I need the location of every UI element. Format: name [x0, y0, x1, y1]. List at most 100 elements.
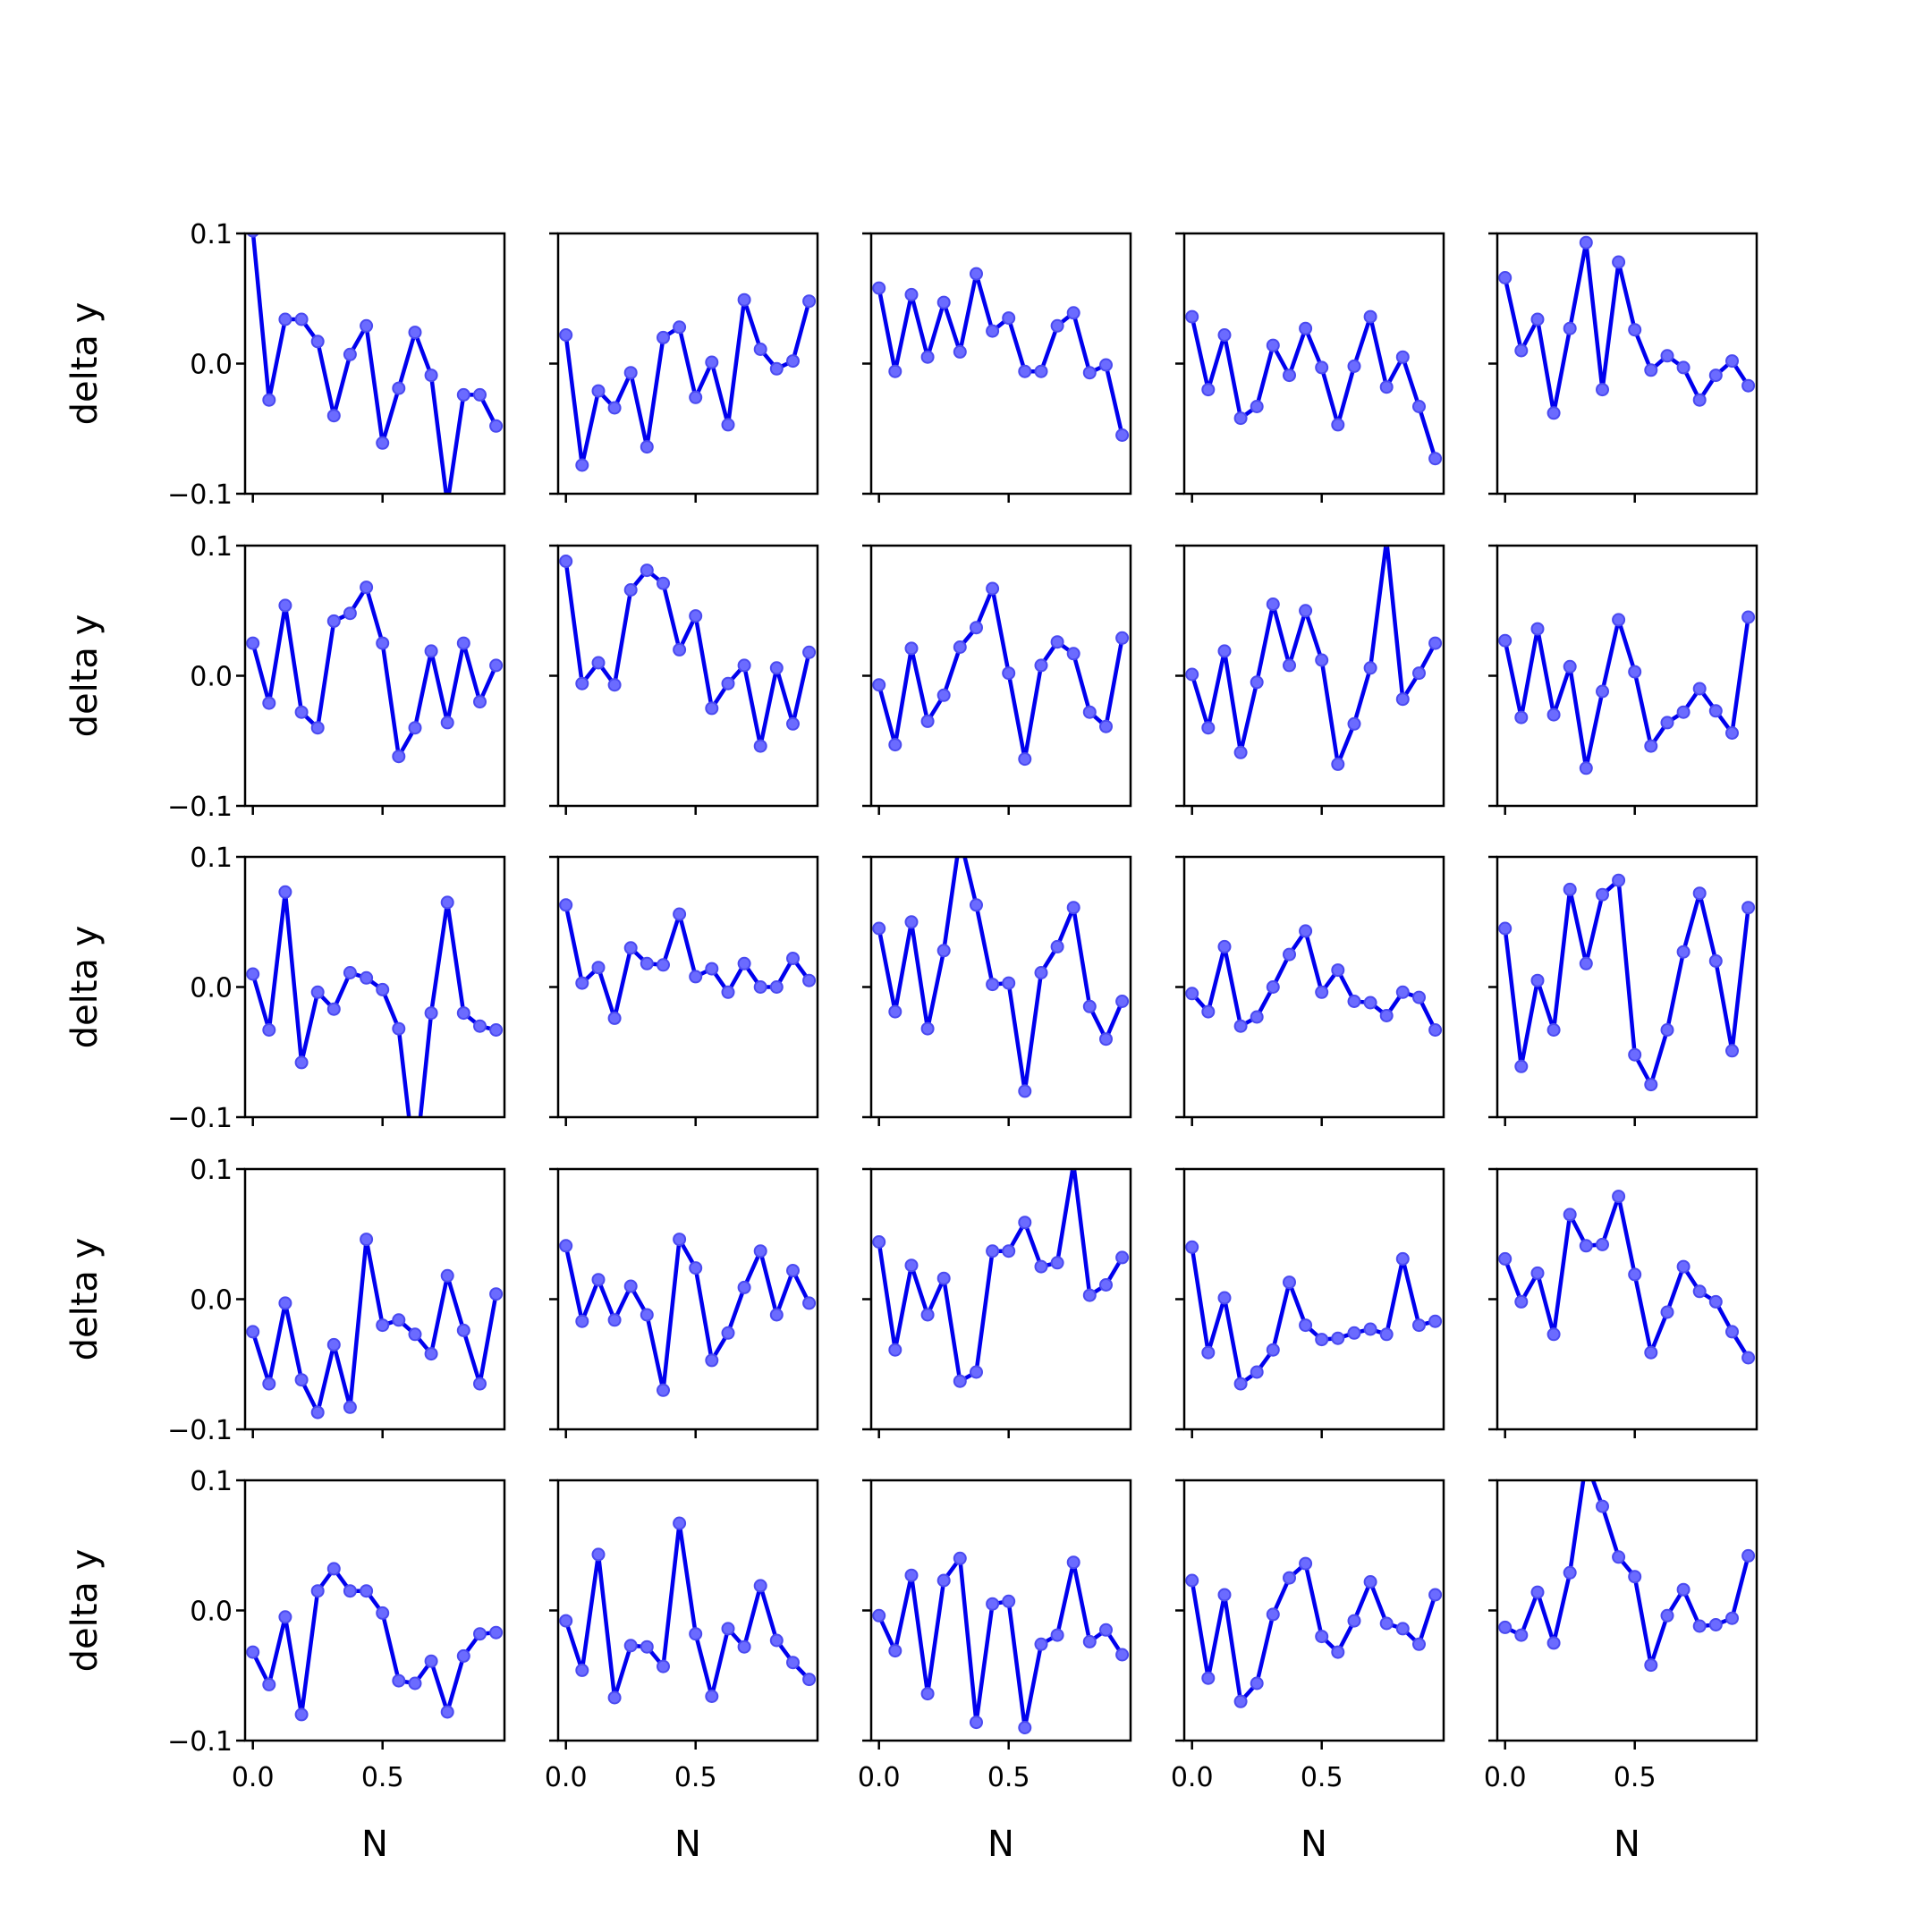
- data-point: [440, 716, 454, 730]
- data-point: [262, 696, 276, 710]
- data-point: [705, 962, 719, 976]
- data-point: [1250, 675, 1264, 690]
- data-point: [1299, 1556, 1313, 1571]
- data-point: [326, 1337, 341, 1352]
- data-point: [246, 233, 259, 238]
- axes-frame: [1496, 1479, 1758, 1742]
- y-axis-label: delta y: [64, 302, 106, 426]
- data-point: [1644, 1078, 1658, 1092]
- data-point: [1741, 378, 1756, 393]
- data-point: [1628, 323, 1642, 337]
- data-point: [657, 1383, 670, 1397]
- data-point: [753, 739, 767, 753]
- data-point: [424, 1654, 438, 1668]
- axes-frame: [556, 1167, 819, 1431]
- data-point: [1546, 708, 1561, 722]
- data-point: [1233, 745, 1248, 759]
- data-point: [1299, 321, 1313, 335]
- data-point: [753, 1244, 767, 1258]
- data-point: [360, 1584, 374, 1598]
- data-point: [673, 1233, 687, 1247]
- data-point: [1066, 306, 1080, 320]
- data-point: [1034, 364, 1048, 378]
- data-point: [737, 1280, 751, 1294]
- data-point: [1498, 1620, 1513, 1634]
- data-point: [1099, 358, 1113, 372]
- data-point: [1660, 1023, 1674, 1037]
- data-point: [1002, 311, 1016, 326]
- series-line: [1503, 877, 1750, 1087]
- data-point: [623, 366, 638, 380]
- y-tick-label: −0.1: [167, 1103, 233, 1134]
- series-line: [1504, 1480, 1750, 1667]
- data-point: [559, 328, 573, 342]
- data-point: [278, 598, 292, 613]
- data-point: [872, 1608, 886, 1623]
- subplot-r0c0: −0.1 0.0 0.1 delta y: [64, 219, 506, 511]
- data-point: [1395, 1251, 1410, 1266]
- data-point: [1331, 963, 1345, 978]
- axes-frame: [869, 855, 1132, 1119]
- data-point: [310, 335, 325, 349]
- series-line: [564, 1521, 811, 1700]
- data-point: [888, 1644, 902, 1658]
- data-point: [591, 961, 606, 975]
- data-point: [640, 564, 654, 578]
- data-point: [1002, 1594, 1016, 1608]
- data-point: [1379, 1327, 1394, 1342]
- data-point: [904, 641, 919, 656]
- series-line: [1503, 1194, 1750, 1360]
- data-point: [640, 440, 654, 454]
- data-point: [1428, 452, 1443, 466]
- plot-area: [872, 581, 1130, 767]
- data-point: [473, 387, 487, 402]
- data-point: [246, 967, 260, 981]
- y-tick-label: 0.1: [190, 1466, 233, 1497]
- data-point: [786, 354, 800, 369]
- data-point: [657, 1659, 670, 1674]
- data-point: [1002, 666, 1016, 681]
- y-tick-label: 0.1: [190, 531, 233, 563]
- data-point: [1002, 976, 1016, 990]
- data-point: [1612, 1550, 1626, 1564]
- data-point: [1050, 939, 1064, 953]
- data-point: [1741, 901, 1756, 915]
- data-point: [559, 898, 573, 912]
- data-point: [1050, 318, 1064, 333]
- data-point: [657, 576, 670, 590]
- data-point: [246, 636, 260, 650]
- data-point: [737, 1640, 751, 1654]
- data-point: [1347, 1614, 1361, 1628]
- axes-frame: [1496, 232, 1758, 496]
- data-point: [920, 714, 935, 728]
- data-point: [591, 1273, 606, 1287]
- plot-area: [1185, 546, 1443, 771]
- data-point: [1034, 658, 1048, 673]
- data-point: [294, 1055, 309, 1070]
- data-point: [1546, 1023, 1561, 1037]
- data-point: [326, 1562, 341, 1576]
- data-point: [721, 1326, 735, 1340]
- data-point: [1563, 321, 1577, 335]
- plot-area: [246, 1233, 504, 1419]
- data-point: [326, 409, 341, 423]
- series-line: [564, 561, 811, 749]
- axes-frame: [869, 232, 1132, 496]
- data-point: [1347, 359, 1361, 373]
- y-tick-label: 0.0: [190, 662, 233, 693]
- data-point: [936, 295, 951, 309]
- series-line: [564, 904, 811, 1021]
- data-point: [1412, 990, 1426, 1004]
- data-point: [872, 281, 886, 295]
- data-point: [1266, 980, 1280, 994]
- data-point: [1283, 1571, 1296, 1585]
- subplot-r0c2: [862, 232, 1132, 503]
- data-point: [1708, 953, 1723, 968]
- series-line: [877, 1169, 1124, 1384]
- series-line: [1190, 1246, 1436, 1386]
- x-tick-label: 0.0: [1171, 1762, 1214, 1793]
- data-point: [591, 656, 606, 670]
- data-point: [721, 985, 735, 999]
- data-point: [1201, 1004, 1216, 1019]
